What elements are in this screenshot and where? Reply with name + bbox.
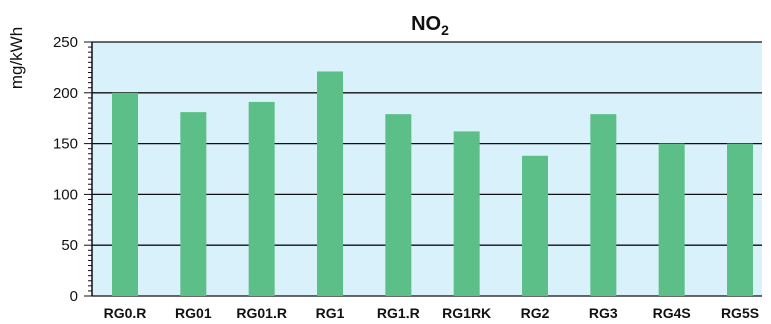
y-axis-label: mg/kWh <box>7 27 26 89</box>
bar-rg4s <box>658 143 685 296</box>
x-tick-labels: RG0.R RG01 RG01.R RG1 RG1.R RG1RK RG2 RG3 RG4S RG… <box>104 305 759 321</box>
bar-rg2 <box>522 155 548 296</box>
bar-rg1 <box>317 71 343 297</box>
x-tick-label: RG01 <box>175 305 212 321</box>
bar-rg0-r <box>112 92 138 296</box>
y-tick-label: 150 <box>53 136 78 153</box>
x-tick-label: RG1.R <box>377 305 420 321</box>
x-tick-label: RG1RK <box>442 305 491 321</box>
bar-rg1rk <box>453 131 480 296</box>
chart-title: NO2 <box>411 13 449 38</box>
y-tick-labels: 0 50 100 150 200 250 <box>53 34 78 305</box>
chart-title-main: NO <box>411 13 441 35</box>
x-tick-label: RG4S <box>653 305 691 321</box>
x-tick-label: RG01.R <box>236 305 287 321</box>
bars <box>112 71 753 297</box>
bar-rg5s <box>727 143 753 296</box>
y-tick-label: 200 <box>53 85 78 102</box>
bar-rg1-r <box>385 114 412 296</box>
chart-title-subscript: 2 <box>441 22 449 38</box>
bar-rg3 <box>590 114 617 296</box>
y-tick-label: 50 <box>61 237 78 254</box>
y-axis <box>84 41 93 297</box>
bar-rg01-r <box>248 101 275 296</box>
y-tick-label: 0 <box>70 288 78 305</box>
x-tick-label: RG3 <box>589 305 618 321</box>
x-tick-label: RG2 <box>521 305 550 321</box>
x-tick-label: RG1 <box>316 305 345 321</box>
bar-rg01 <box>180 112 207 296</box>
x-tick-label: RG0.R <box>104 305 147 321</box>
x-tick-label: RG5S <box>721 305 759 321</box>
y-tick-label: 100 <box>53 186 78 203</box>
y-tick-label: 250 <box>53 34 78 51</box>
